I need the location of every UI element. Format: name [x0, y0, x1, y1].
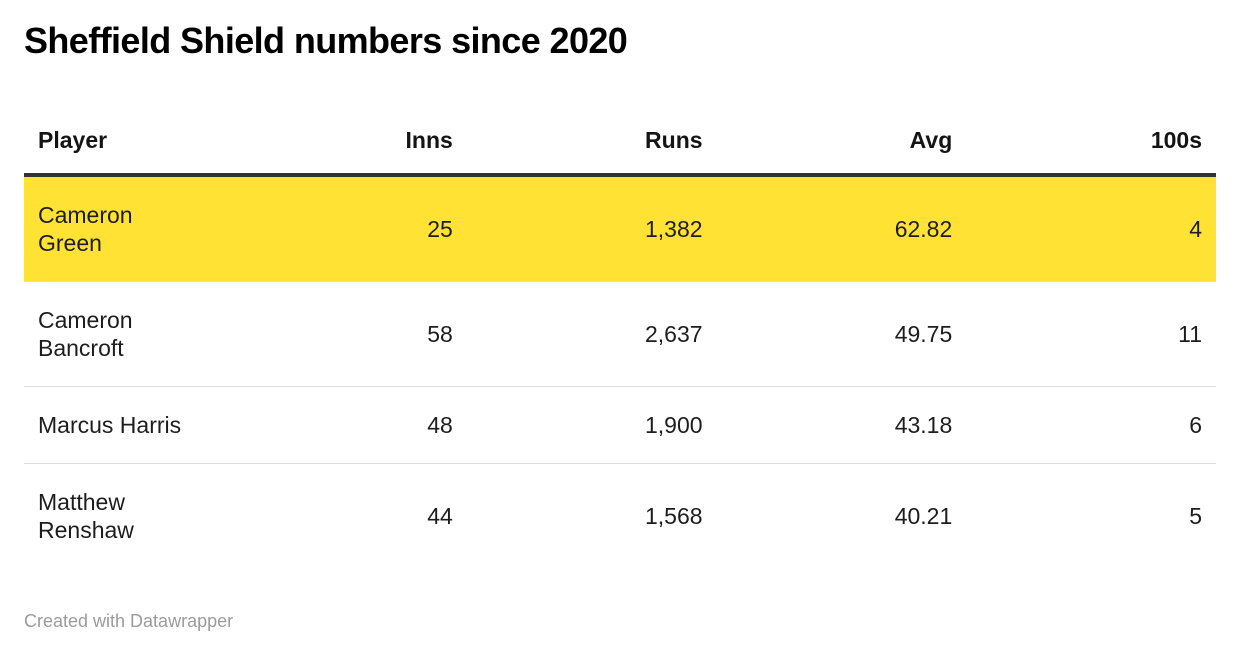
cell-inns: 58: [427, 321, 453, 347]
stats-table: Player Inns Runs Avg 100s Cameron Green …: [24, 109, 1216, 568]
header-row: Player Inns Runs Avg 100s: [24, 109, 1216, 177]
column-header-player: Player: [24, 109, 218, 177]
datawrapper-attribution-link[interactable]: Created with Datawrapper: [24, 611, 234, 631]
player-name: Cameron Bancroft: [38, 307, 133, 361]
cell-inns: 48: [427, 412, 453, 438]
column-header-inns: Inns: [217, 109, 467, 177]
cell-player: Cameron Green: [24, 175, 218, 282]
table-row-cameron-green: Cameron Green 25 1,382 62.82 4: [24, 175, 1216, 282]
cell-runs: 1,382: [466, 175, 717, 282]
cell-100s: 11: [1178, 321, 1202, 347]
cell-runs: 2,637: [644, 321, 703, 347]
cell-runs: 1,900: [644, 412, 703, 438]
cell-100s: 4: [966, 175, 1216, 282]
cell-inns: 44: [427, 503, 453, 529]
cell-runs: 1,568: [644, 503, 703, 529]
cell-100s: 6: [1189, 412, 1202, 438]
table-row-matthew-renshaw: Matthew Renshaw 44 1,568 40.21 5: [24, 464, 1216, 569]
column-header-runs: Runs: [466, 109, 717, 177]
cell-player: Matthew Renshaw: [24, 464, 217, 569]
player-name: Marcus Harris: [38, 412, 182, 438]
player-name: Cameron Green: [38, 202, 133, 256]
player-name: Matthew Renshaw: [38, 489, 134, 543]
cell-avg: 62.82: [716, 175, 967, 282]
cell-avg: 43.18: [894, 412, 953, 438]
column-header-100s: 100s: [966, 109, 1216, 177]
table-body: Cameron Green 25 1,382 62.82 4 Cameron B…: [24, 175, 1216, 568]
table-row-cameron-bancroft: Cameron Bancroft 58 2,637 49.75 11: [24, 282, 1216, 387]
cell-player: Marcus Harris: [24, 387, 217, 464]
cell-avg: 49.75: [894, 321, 953, 347]
attribution-footer: Created with Datawrapper: [24, 610, 1216, 633]
page-title: Sheffield Shield numbers since 2020: [24, 20, 628, 61]
table-row-marcus-harris: Marcus Harris 48 1,900 43.18 6: [24, 387, 1216, 464]
table-header: Player Inns Runs Avg 100s: [24, 109, 1216, 177]
column-header-avg: Avg: [716, 109, 967, 177]
cell-100s: 5: [1189, 503, 1202, 529]
cell-inns: 25: [217, 175, 467, 282]
cell-player: Cameron Bancroft: [24, 282, 217, 387]
cell-avg: 40.21: [894, 503, 953, 529]
